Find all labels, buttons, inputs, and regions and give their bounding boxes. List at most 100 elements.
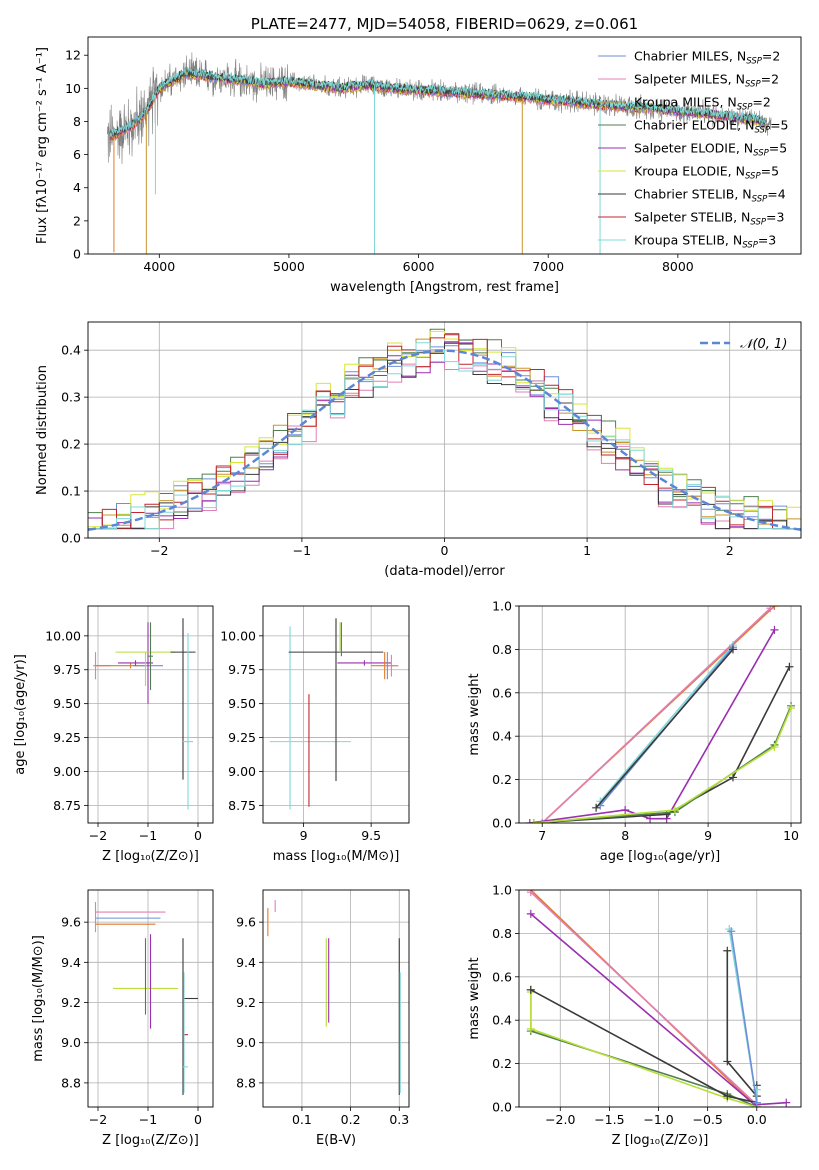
legend-label: Kroupa MILES, NSSP=2 xyxy=(634,95,771,113)
y-tick-label: 0.0 xyxy=(492,816,512,831)
y-axis-label: Normed distribution xyxy=(35,365,50,495)
histogram-chabrier-elodie xyxy=(88,328,801,530)
weight-line-salpeter-miles xyxy=(530,891,758,1106)
legend-label-text: Salpeter ELODIE, N xyxy=(634,141,753,156)
data-point-marker xyxy=(770,606,779,610)
normal-distribution-curve xyxy=(88,349,801,532)
axes-frame xyxy=(87,321,802,539)
mass-vs-Z-panel: −2 −1 0 8.8 9.0 9.2 9.4 9.6 Z [log₁₀(Z/Z⊙)] mass … xyxy=(31,889,214,1148)
x-tick-label: −1 xyxy=(139,828,157,843)
data-point-marker xyxy=(526,985,535,994)
axes-frame xyxy=(262,605,410,824)
x-tick-label: 8 xyxy=(621,828,629,843)
legend-label: Salpeter MILES, NSSP=2 xyxy=(634,72,779,90)
x-tick-label: −1 xyxy=(293,543,311,558)
data-point-marker xyxy=(526,890,535,897)
legend-label-count: =4 xyxy=(767,187,785,202)
y-tick-label: 0 xyxy=(73,247,81,262)
data-point-marker xyxy=(662,810,671,819)
y-tick-label: 9.4 xyxy=(236,955,256,970)
weight-line-kroupa-stelib xyxy=(599,644,734,802)
y-tick-label: 9.6 xyxy=(61,915,81,930)
y-tick-label: 0.0 xyxy=(61,531,81,546)
axes-frame xyxy=(518,889,802,1108)
x-tick-label: 0 xyxy=(194,1112,202,1127)
legend-label-subscript: SSP xyxy=(752,195,768,205)
weight-vs-Z-panel: −2.0 −1.5 −1.0 −0.5 0.0 0.0 0.2 0.4 0.6 0.8 1.0 Z [… xyxy=(467,883,802,1148)
y-tick-label: 9.50 xyxy=(228,696,256,711)
y-tick-label: 4 xyxy=(73,180,81,195)
y-tick-label: 9.25 xyxy=(53,730,81,745)
x-tick-label: 0 xyxy=(194,828,202,843)
x-tick-label: −1 xyxy=(139,1112,157,1127)
data-point-marker xyxy=(526,1024,535,1033)
weight-line-chabrier-miles xyxy=(730,931,758,1103)
x-tick-label: 0.1 xyxy=(292,1112,312,1127)
legend-label-text: Kroupa MILES, N xyxy=(634,95,737,110)
axes-frame xyxy=(87,605,214,824)
data-point-marker xyxy=(787,703,796,712)
y-tick-label: 0.2 xyxy=(492,1056,512,1071)
x-axis-label: mass [log₁₀(M/M⊙)] xyxy=(273,849,400,864)
y-tick-label: 0.4 xyxy=(61,343,81,358)
legend-label-count: =2 xyxy=(752,95,770,110)
age-vs-Z-panel: −2 −1 0 8.75 9.00 9.25 9.50 9.75 10.00 Z [log₁₀(Z… xyxy=(13,605,214,864)
y-axis-label: mass weight xyxy=(467,673,482,755)
residuals-panel: −2 −1 0 1 2 0.0 0.1 0.2 0.3 0.4 (data-model)/error… xyxy=(35,321,802,579)
legend-label: Kroupa STELIB, NSSP=3 xyxy=(634,233,776,251)
y-tick-label: 10.00 xyxy=(45,628,81,643)
x-axis-label: (data-model)/error xyxy=(384,564,505,579)
y-tick-label: 6 xyxy=(73,147,81,162)
y-tick-label: 0.2 xyxy=(492,772,512,787)
legend-label: 𝒩(0, 1) xyxy=(740,337,787,352)
y-tick-label: 9.2 xyxy=(236,995,256,1010)
y-tick-label: 9.0 xyxy=(236,1035,256,1050)
axes-frame xyxy=(87,889,214,1108)
data-point-marker xyxy=(766,606,775,613)
data-point-marker xyxy=(723,1092,732,1101)
y-tick-label: 1.0 xyxy=(492,883,512,898)
data-point-marker xyxy=(526,909,535,918)
y-tick-label: 0.6 xyxy=(492,969,512,984)
legend-label-text: Kroupa ELODIE, N xyxy=(634,164,745,179)
data-point-marker xyxy=(670,805,679,814)
y-tick-label: 9.50 xyxy=(53,696,81,711)
x-axis-label: wavelength [Angstrom, rest frame] xyxy=(330,280,559,295)
y-tick-label: 9.2 xyxy=(61,995,81,1010)
errorbar-point xyxy=(115,651,176,687)
errorbar-point xyxy=(183,633,193,810)
weight-line-chabrier-stelib xyxy=(595,648,734,809)
x-tick-label: 7000 xyxy=(532,259,564,274)
y-tick-label: 8.8 xyxy=(61,1075,81,1090)
legend-label-subscript: SSP xyxy=(750,218,766,228)
weight-line-lime xyxy=(530,992,758,1107)
x-tick-label: 1 xyxy=(583,543,591,558)
data-point-marker xyxy=(770,625,779,634)
legend-label-subscript: SSP xyxy=(746,57,762,67)
x-tick-label: 4000 xyxy=(143,259,175,274)
legend-label-count: =5 xyxy=(770,118,788,133)
legend-label: Chabrier STELIB, NSSP=4 xyxy=(634,187,786,205)
weight-line-salpeter-miles xyxy=(541,607,771,823)
x-tick-label: −2 xyxy=(89,1112,107,1127)
data-point-marker xyxy=(770,743,779,752)
data-point-marker xyxy=(727,927,736,936)
y-tick-label: 2 xyxy=(73,213,81,228)
y-tick-label: 9.0 xyxy=(61,1035,81,1050)
weight-line-lime xyxy=(533,707,792,823)
errorbar-point xyxy=(145,622,151,704)
errorbar-point xyxy=(288,618,384,781)
errorbar-point xyxy=(148,622,153,691)
y-tick-label: 8.8 xyxy=(236,1075,256,1090)
y-tick-label: 10 xyxy=(65,81,81,96)
legend-label-count: =5 xyxy=(761,164,779,179)
legend-label-count: =3 xyxy=(766,210,784,225)
x-axis-label: Z [log₁₀(Z/Z⊙)] xyxy=(102,1133,199,1148)
x-tick-label: 0.2 xyxy=(341,1112,361,1127)
y-tick-label: 9.00 xyxy=(228,764,256,779)
x-tick-label: −0.5 xyxy=(692,1112,722,1127)
y-tick-label: 9.4 xyxy=(61,955,81,970)
weight-line-chabrier-elodie xyxy=(533,705,792,823)
legend-label-subscript: SSP xyxy=(745,172,761,182)
